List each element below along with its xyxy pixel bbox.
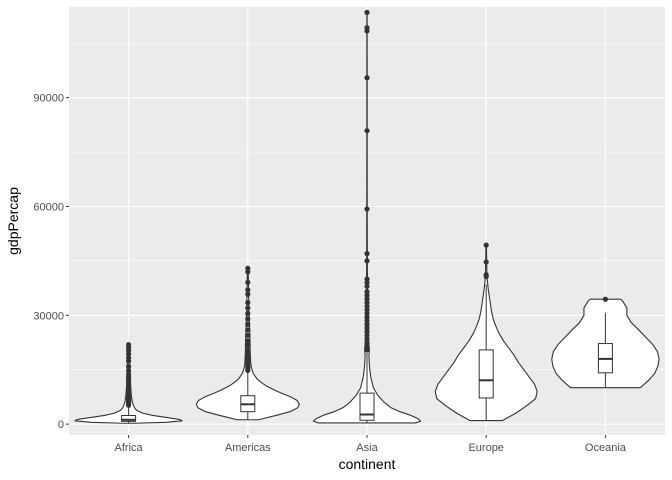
outlier-point (364, 276, 370, 282)
outlier-point (602, 296, 609, 302)
x-axis-title: continent (339, 456, 396, 472)
y-axis-title: gdpPercap (5, 187, 21, 255)
outlier-point (245, 327, 251, 333)
y-tick-label: 60000 (33, 201, 64, 213)
outlier-point (364, 128, 370, 134)
outlier-point (364, 283, 370, 289)
outlier-point (245, 291, 251, 297)
outlier-point (364, 343, 370, 349)
x-tick-label: Africa (115, 442, 144, 454)
outlier-point (364, 310, 370, 317)
outlier-point (364, 336, 370, 342)
y-tick-label: 90000 (33, 93, 64, 105)
x-tick-label: Americas (225, 442, 271, 454)
outlier-point (245, 338, 251, 344)
outlier-point (364, 318, 370, 324)
outlier-point (483, 242, 489, 248)
outlier-point (245, 347, 251, 353)
outlier-point (364, 251, 370, 257)
outlier-point (126, 355, 132, 361)
outlier-point (245, 332, 251, 338)
outlier-point (126, 351, 132, 357)
outlier-point (364, 75, 370, 81)
boxplot-layer (121, 284, 613, 424)
box-europe (478, 349, 494, 399)
outlier-point (245, 342, 251, 348)
outlier-layer (126, 9, 609, 408)
outlier-point (483, 259, 489, 265)
outlier-point (245, 350, 251, 356)
outlier-point (364, 206, 370, 212)
outlier-point (364, 321, 370, 327)
outlier-point (364, 339, 370, 346)
outlier-point (126, 371, 132, 378)
outlier-point (364, 296, 370, 302)
outlier-point (364, 329, 370, 335)
outlier-point (364, 347, 370, 353)
outlier-point (245, 321, 251, 327)
x-axis: Africa Americas Asia Europe Oceania (115, 435, 627, 454)
box-asia (359, 392, 375, 421)
outlier-point (364, 292, 370, 298)
outlier-point (245, 279, 251, 285)
outlier-point (364, 325, 370, 331)
outlier-point (364, 289, 370, 295)
outlier-point (364, 303, 370, 309)
outlier-point (126, 342, 132, 348)
outlier-point (245, 300, 251, 306)
outlier-point (245, 305, 251, 311)
outlier-point (245, 316, 251, 322)
outlier-point (364, 307, 370, 313)
x-tick-label: Europe (468, 442, 503, 454)
outlier-point (245, 265, 251, 271)
x-tick-label: Oceania (585, 442, 627, 454)
outlier-point (364, 258, 370, 264)
y-axis: 0 30000 60000 90000 (33, 93, 69, 431)
outlier-point (364, 314, 370, 320)
outlier-point (245, 287, 251, 293)
outlier-point (364, 332, 370, 338)
outlier-point (364, 25, 370, 31)
outlier-point (483, 272, 489, 278)
outlier-point (364, 9, 370, 15)
y-tick-label: 0 (58, 419, 64, 431)
box-africa (121, 414, 137, 422)
outlier-point (126, 363, 132, 370)
outlier-point (126, 368, 132, 374)
outlier-point (364, 280, 370, 286)
x-tick-label: Asia (356, 442, 378, 454)
outlier-point (245, 310, 251, 317)
y-tick-label: 30000 (33, 310, 64, 322)
outlier-point (364, 300, 370, 306)
